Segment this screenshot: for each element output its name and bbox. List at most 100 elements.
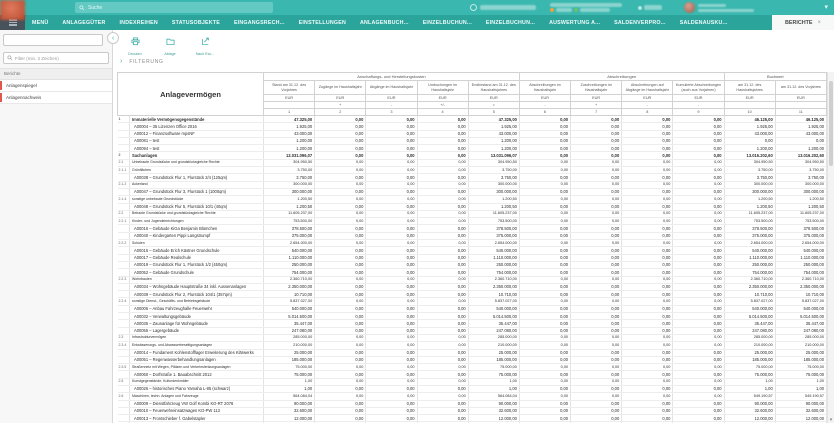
table-row[interactable]: A00051 – Regenwasserbehandlungsanlagen 18… <box>117 356 827 365</box>
row-value: 13.031.096,07 <box>263 151 316 160</box>
row-value: 0,00 <box>314 159 367 168</box>
row-value: 300.000,00 <box>724 181 776 189</box>
row-value: 0,00 <box>672 151 725 160</box>
user-menu[interactable] <box>684 2 754 13</box>
vertical-scrollbar[interactable]: ▾ <box>827 72 834 423</box>
row-label: Kinder- und Jugendeinrichtungen <box>129 217 265 226</box>
menu-item-0-menü[interactable]: MENÜ <box>32 19 49 26</box>
tab-berichte[interactable]: BERICHTE × <box>772 15 834 30</box>
sidebar-collapse-button[interactable]: ‹ <box>107 32 119 44</box>
filtering-toggle[interactable]: › FILTERUNG <box>120 58 164 65</box>
row-value: 300.000,00 <box>263 188 316 197</box>
table-row[interactable]: A00035 – Zaunanlage für Wohngebäude 35.44… <box>117 319 827 328</box>
row-value: 0,00 <box>570 414 623 423</box>
row-label: Ackerland <box>129 181 265 189</box>
row-value: 0,00 <box>672 137 725 146</box>
row-value: 0,00 <box>621 392 674 401</box>
table-row[interactable]: A00013 – Frontschieber f. Gabelstapler 12… <box>117 414 827 423</box>
row-value: 2.360.710,00 <box>724 276 776 284</box>
row-value: 0,00 <box>672 385 725 394</box>
nach-exc--button[interactable]: Nach Exc... <box>192 33 218 56</box>
row-value: 0,00 <box>314 130 367 138</box>
row-value: 0,00 <box>417 297 469 306</box>
row-value: 0,00 <box>672 115 725 124</box>
row-value: 0,00 <box>570 239 623 248</box>
sidebar-item-anlagennachweis[interactable]: Anlagennachweis <box>0 92 112 104</box>
table-row: 2.2 Bebaute Grundstücke und grundstücksgl… <box>117 210 827 219</box>
drucken-button[interactable]: Drucken <box>122 33 148 56</box>
table-row[interactable]: A00009 – Dienstfahrzeug VW Golf Kombi KO… <box>117 400 827 408</box>
row-value: 75.000,00 <box>775 370 827 379</box>
row-label: sonstige Dienst-, Geschäfts- und Betrieb… <box>129 297 265 306</box>
table-row[interactable]: A00038 – Grundstück Flur 1, Flurstück 2/… <box>117 173 827 182</box>
table-row[interactable]: A00040 – Kindergarten Pippi Langstrumpf 3… <box>117 232 827 241</box>
table-row: 2.1.1 Grünflächen 3.750,00 0,00 0,00 0,00 3.75… <box>117 166 827 175</box>
row-value: 0,00 <box>365 407 418 416</box>
table-row[interactable]: A00048 – Grundstück Flur 5, Flurstück 10… <box>117 203 827 211</box>
column-title: Zugänge im Haushaltsjahr <box>314 80 367 95</box>
table-row[interactable]: A00094 – test 1.200,00 0,00 0,00 0,00 1.200,0… <box>117 144 827 153</box>
table-row[interactable]: A00047 – Grundstück Flur 3, Flurstück 1 … <box>117 188 827 197</box>
table-row[interactable]: A00034 – Wohngebäude Hauptstraße 34 inkl… <box>117 283 827 292</box>
table-row[interactable]: A00026 – historisches Piano Yamaha L-85 … <box>117 385 827 394</box>
table-row[interactable]: A00019 – Grundstück Flur 1, Flurstück 1/… <box>117 261 827 270</box>
menu-item-6-anlagenbuch-[interactable]: ANLAGENBUCH... <box>359 19 409 26</box>
sidebar-filter-input[interactable]: Filter (min. 3 Zeichen) <box>3 52 109 64</box>
table-row[interactable]: A00060 – Dorfstraße 1. Bauabschnitt 2012… <box>117 370 827 379</box>
row-value: 0,00 <box>417 232 469 241</box>
search-input[interactable]: Suche <box>75 2 273 13</box>
table-row[interactable]: A00015 – Gebäude Erich Kästner Grundschu… <box>117 246 827 255</box>
row-number <box>117 173 130 182</box>
row-value: 0,00 <box>672 305 725 314</box>
table-row[interactable]: A00012 – Finanzsoftware mpsNF 43.000,00 0,… <box>117 130 827 138</box>
row-value: 0,00 <box>314 203 367 211</box>
table-row[interactable]: A00016 – Gebäude KiGa Benjamin Blümchen 3… <box>117 224 827 233</box>
row-value: 0,00 <box>672 268 725 277</box>
table-row[interactable]: A00081 – test 1.200,00 0,00 0,00 0,00 1.200,0… <box>117 137 827 146</box>
row-value: 0,00 <box>672 370 725 379</box>
row-value: 32.600,00 <box>263 407 316 416</box>
menu-item-2-indexreihen[interactable]: INDEXREIHEN <box>119 19 158 26</box>
close-icon[interactable]: × <box>817 19 822 26</box>
menubar-items: MENÜ ANLAGEGÜTER INDEXREIHEN STATUSOBJEKTE E… <box>25 15 834 30</box>
menu-item-1-anlagegüter[interactable]: ANLAGEGÜTER <box>62 19 106 26</box>
row-value: 0,00 <box>417 195 469 204</box>
menu-item-11-saldenausku-[interactable]: SALDENAUSKU... <box>679 19 728 26</box>
menu-item-9-auswertung-a-[interactable]: AUSWERTUNG A... <box>549 19 601 26</box>
row-value: 0,00 <box>417 151 469 160</box>
sidebar-item-anlagenspiegel[interactable]: Anlagenspiegel <box>0 80 112 92</box>
table-row[interactable]: A00032 – Verwaltungsgebäude 5.014.500,00 0… <box>117 312 827 321</box>
menu-item-5-einstellungen[interactable]: EINSTELLUNGEN <box>298 19 346 26</box>
menu-item-8-einzelbuchun-[interactable]: EINZELBUCHUN... <box>485 19 536 26</box>
scrollbar-down-arrow[interactable]: ▾ <box>829 417 833 423</box>
table-row[interactable]: A00014 – Fundament Kohlenstofflager Erwe… <box>117 349 827 357</box>
scrollbar-thumb[interactable] <box>829 81 833 166</box>
ablage-button[interactable]: Ablage <box>157 33 183 56</box>
table-row[interactable]: A00010 – Feuerwehreinsatzwagen KO-PW 113… <box>117 407 827 416</box>
table-row[interactable]: A00039 – Grundstück Flur 2, Flurstück 10… <box>117 290 827 299</box>
row-value: 0,00 <box>672 407 725 416</box>
report-select-input[interactable] <box>3 34 103 46</box>
row-value: 0,00 <box>519 144 572 153</box>
menu-item-10-saldenverpro-[interactable]: SALDENVERPRO... <box>614 19 666 26</box>
client-badge[interactable] <box>638 5 662 10</box>
table-row[interactable]: A00005 – Anbau Fahrzeughalle Feuerwehr 54… <box>117 305 827 314</box>
row-value: 1.200,00 <box>263 137 316 146</box>
chevron-down-icon[interactable]: ▾ <box>824 4 828 11</box>
app-logo <box>0 0 25 20</box>
table-row[interactable]: A00025 – Lanzenaufsatz151.780,000,000,00… <box>117 421 827 423</box>
table-row[interactable]: A00004 – 35 Lizenzen Office 2016 1.925,00… <box>117 122 827 131</box>
row-value: 0,00 <box>314 312 367 321</box>
menu-item-4-eingangsrech-[interactable]: EINGANGSRECH... <box>233 19 285 26</box>
row-value: 0,00 <box>570 210 623 219</box>
menu-item-3-statusobjekte[interactable]: STATUSOBJEKTE <box>171 19 220 26</box>
table-row[interactable]: A00055 – Lagergebäude 247.080,00 0,00 0,00 0… <box>117 327 827 335</box>
table-row[interactable]: A00017 – Gebäude Realschule 1.110.000,00 0… <box>117 254 827 262</box>
row-value: 0,00 <box>519 246 572 255</box>
menu-item-7-einzelbuchun-[interactable]: EINZELBUCHUN... <box>422 19 472 26</box>
row-value: 0,00 <box>519 173 572 182</box>
table-row[interactable]: A00052 – Gebäude Grundschule 754.000,00 0,… <box>117 268 827 277</box>
row-value: 0,00 <box>417 327 469 335</box>
workspace-selector[interactable] <box>470 4 536 11</box>
row-value: 0,00 <box>519 349 572 357</box>
